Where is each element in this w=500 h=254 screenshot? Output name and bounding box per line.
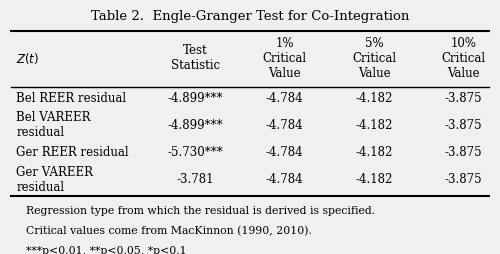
Text: Test
Statistic: Test Statistic (170, 44, 220, 72)
Text: 10%
Critical
Value: 10% Critical Value (442, 36, 486, 79)
Text: -3.781: -3.781 (176, 173, 214, 186)
Text: -4.784: -4.784 (266, 91, 304, 104)
Text: -3.875: -3.875 (445, 173, 482, 186)
Text: -4.182: -4.182 (356, 146, 393, 158)
Text: -4.182: -4.182 (356, 91, 393, 104)
Text: Regression type from which the residual is derived is specified.: Regression type from which the residual … (26, 205, 376, 215)
Text: -4.784: -4.784 (266, 146, 304, 158)
Text: -4.899***: -4.899*** (168, 91, 223, 104)
Text: 5%
Critical
Value: 5% Critical Value (352, 36, 397, 79)
Text: Table 2.  Engle-Granger Test for Co-Integration: Table 2. Engle-Granger Test for Co-Integ… (91, 10, 409, 23)
Text: Critical values come from MacKinnon (1990, 2010).: Critical values come from MacKinnon (199… (26, 225, 312, 235)
Text: Ger REER residual: Ger REER residual (16, 146, 129, 158)
Text: -4.784: -4.784 (266, 173, 304, 186)
Text: $Z(t)$: $Z(t)$ (16, 50, 40, 65)
Text: -5.730***: -5.730*** (168, 146, 223, 158)
Text: 1%
Critical
Value: 1% Critical Value (262, 36, 307, 79)
Text: -4.784: -4.784 (266, 118, 304, 131)
Text: Bel VAREER
residual: Bel VAREER residual (16, 111, 91, 139)
Text: ***p<0.01, **p<0.05, *p<0.1: ***p<0.01, **p<0.05, *p<0.1 (26, 245, 187, 254)
Text: -4.182: -4.182 (356, 173, 393, 186)
Text: -3.875: -3.875 (445, 91, 482, 104)
Text: -3.875: -3.875 (445, 118, 482, 131)
Text: -4.899***: -4.899*** (168, 118, 223, 131)
Text: -3.875: -3.875 (445, 146, 482, 158)
Text: -4.182: -4.182 (356, 118, 393, 131)
Text: Bel REER residual: Bel REER residual (16, 91, 126, 104)
Text: Ger VAREER
residual: Ger VAREER residual (16, 165, 94, 193)
